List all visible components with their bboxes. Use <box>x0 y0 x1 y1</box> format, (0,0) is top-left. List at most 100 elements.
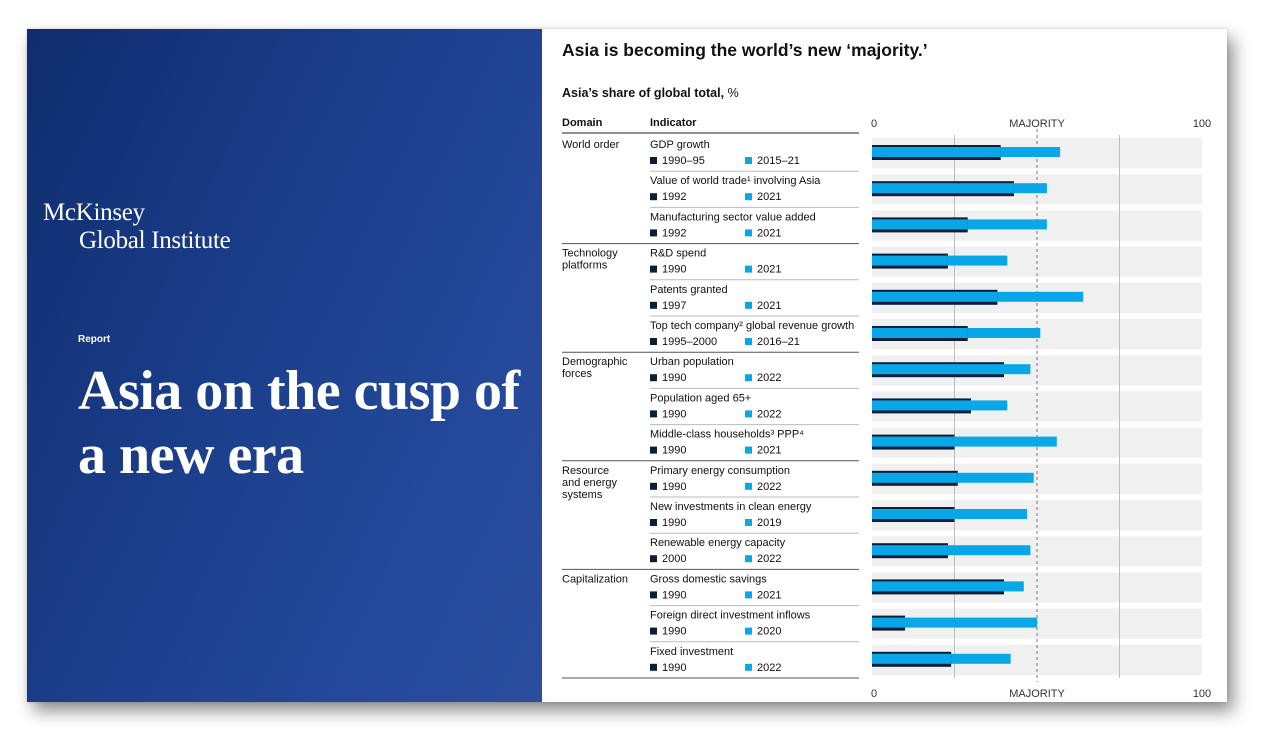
bar-early-fill-gap <box>872 291 998 302</box>
late-year-label: 2019 <box>757 517 781 529</box>
bar-early-fill-gap <box>872 509 955 519</box>
early-year-label: 1990 <box>662 662 686 674</box>
x-tick-label-bottom: MAJORITY <box>1009 688 1065 700</box>
early-year-label: 1997 <box>662 300 686 312</box>
early-year-swatch <box>650 627 657 635</box>
bar-early-fill-gap <box>872 219 968 230</box>
late-year-label: 2022 <box>757 481 781 493</box>
late-year-label: 2021 <box>757 264 781 276</box>
bar-early-fill-gap <box>872 617 905 628</box>
domain-label: Capitalization <box>562 573 628 585</box>
bar-late <box>872 545 1031 556</box>
late-year-swatch <box>745 627 752 635</box>
late-year-label: 2021 <box>757 227 781 239</box>
domain-label: platforms <box>562 260 608 272</box>
early-year-swatch <box>650 193 657 201</box>
early-year-label: 1990 <box>662 589 686 601</box>
chart-subheading-text: Asia’s share of global total, <box>562 86 725 100</box>
bar-early-fill-gap <box>872 147 1001 157</box>
indicator-label: GDP growth <box>650 139 710 151</box>
late-year-label: 2021 <box>757 589 781 601</box>
chart-panel: Asia is becoming the world’s new ‘majori… <box>542 29 1227 702</box>
column-header-indicator: Indicator <box>650 117 697 129</box>
domain-label: Technology <box>562 248 618 260</box>
indicator-label: Primary energy consumption <box>650 465 790 477</box>
chart-heading: Asia is becoming the world’s new ‘majori… <box>562 40 928 60</box>
bar-early-fill-gap <box>872 183 1014 194</box>
indicator-label: Urban population <box>650 356 734 368</box>
late-year-label: 2022 <box>757 662 781 674</box>
chart-subheading: Asia’s share of global total, % <box>562 86 739 100</box>
bar-late <box>872 617 1037 628</box>
chart-unit: % <box>727 86 739 100</box>
indicator-label: Manufacturing sector value added <box>650 211 816 223</box>
late-year-swatch <box>745 301 752 309</box>
early-year-swatch <box>650 446 657 454</box>
early-year-swatch <box>650 265 657 273</box>
bar-early-fill-gap <box>872 255 948 266</box>
early-year-label: 1990 <box>662 445 686 457</box>
late-year-label: 2022 <box>757 553 781 565</box>
early-year-label: 1990 <box>662 517 686 529</box>
late-year-swatch <box>745 193 752 201</box>
late-year-swatch <box>745 663 752 671</box>
x-tick-label-bottom: 100 <box>1193 688 1211 700</box>
indicator-label: Population aged 65+ <box>650 392 751 404</box>
column-header-domain: Domain <box>562 117 603 129</box>
document-type-label: Report <box>78 334 111 345</box>
late-year-swatch <box>745 229 752 237</box>
indicator-label: Top tech company² global revenue growth <box>650 320 854 332</box>
late-year-swatch <box>745 591 752 599</box>
late-year-label: 2016–21 <box>757 336 800 348</box>
brand-logo: McKinsey Global Institute <box>43 199 231 255</box>
x-tick-label-top: 0 <box>871 118 877 130</box>
late-year-swatch <box>745 519 752 526</box>
early-year-swatch <box>650 519 657 526</box>
early-year-swatch <box>650 555 657 563</box>
late-year-label: 2020 <box>757 626 781 638</box>
early-year-swatch <box>650 410 657 418</box>
late-year-swatch <box>745 555 752 563</box>
bar-early-fill-gap <box>872 581 1004 592</box>
indicator-label: Gross domestic savings <box>650 573 767 585</box>
early-year-label: 1995–2000 <box>662 336 717 348</box>
early-year-label: 1990 <box>662 481 686 493</box>
domain-label: Resource <box>562 465 609 477</box>
late-year-label: 2021 <box>757 300 781 312</box>
indicator-label: New investments in clean energy <box>650 501 812 513</box>
early-year-label: 2000 <box>662 553 686 565</box>
early-year-swatch <box>650 301 657 309</box>
late-year-swatch <box>745 410 752 418</box>
early-year-label: 1990 <box>662 408 686 420</box>
bar-early-fill-gap <box>872 545 948 556</box>
bar-early-fill-gap <box>872 400 971 411</box>
domain-label: World order <box>562 139 620 151</box>
late-year-swatch <box>745 446 752 454</box>
early-year-swatch <box>650 374 657 382</box>
late-year-swatch <box>745 374 752 382</box>
domain-label: and energy <box>562 477 618 489</box>
bar-early-fill-gap <box>872 436 955 447</box>
early-year-label: 1990 <box>662 372 686 384</box>
late-year-swatch <box>745 265 752 273</box>
indicator-label: Value of world trade¹ involving Asia <box>650 175 821 187</box>
late-year-label: 2022 <box>757 408 781 420</box>
early-year-label: 1990 <box>662 626 686 638</box>
slide: McKinsey Global Institute Report Asia on… <box>27 29 1227 702</box>
late-year-label: 2022 <box>757 372 781 384</box>
early-year-swatch <box>650 157 657 164</box>
bar-chart: 0 0 MAJORITY MAJORITY 100 100 World order GDP g… <box>562 118 1211 700</box>
indicator-label: Renewable energy capacity <box>650 537 786 549</box>
early-year-label: 1990–95 <box>662 155 705 167</box>
bar-early-fill-gap <box>872 653 952 664</box>
report-cover: McKinsey Global Institute Report Asia on… <box>27 29 542 702</box>
early-year-swatch <box>650 663 657 671</box>
indicator-label: R&D spend <box>650 248 706 260</box>
late-year-label: 2021 <box>757 191 781 203</box>
report-title: Asia on the cusp of a new era <box>78 360 520 486</box>
x-tick-label-top: 100 <box>1193 118 1211 130</box>
bar-early-fill-gap <box>872 364 1004 375</box>
indicator-label: Foreign direct investment inflows <box>650 610 811 622</box>
indicator-label: Middle-class households³ PPP⁴ <box>650 429 804 441</box>
x-tick-label-bottom: 0 <box>871 688 877 700</box>
